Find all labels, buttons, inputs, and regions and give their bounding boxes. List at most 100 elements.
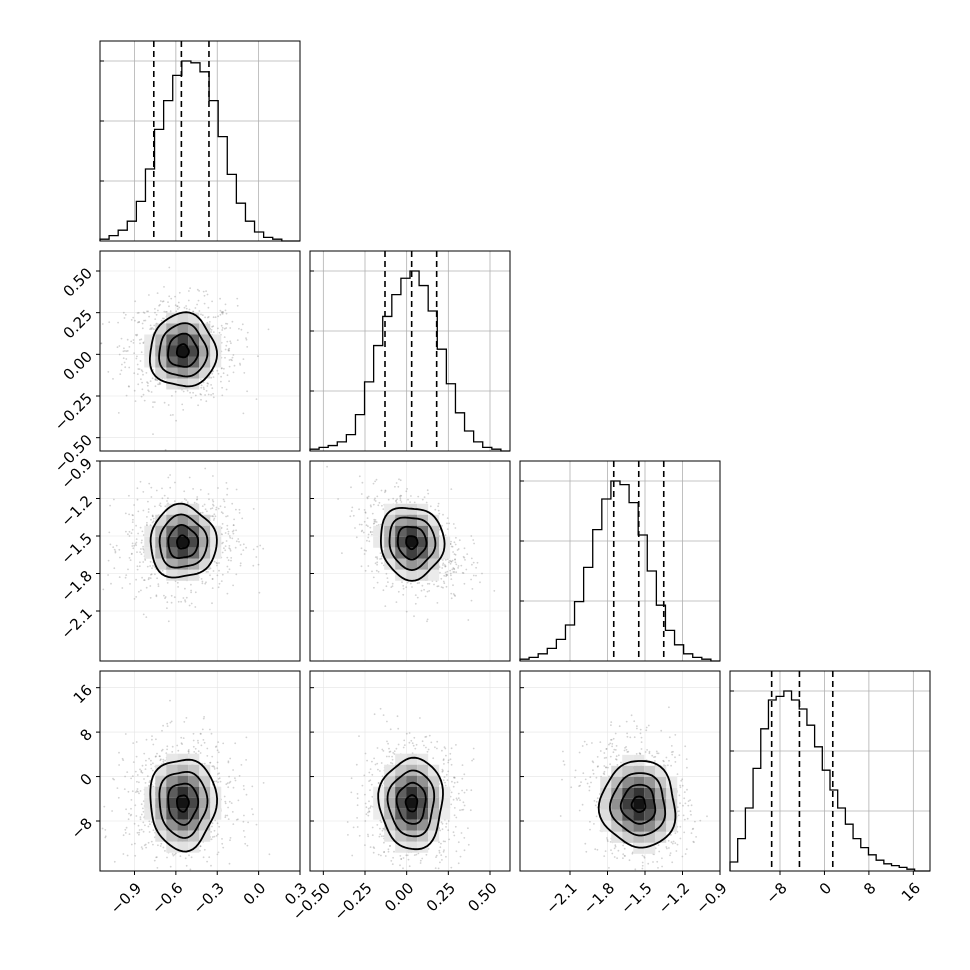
- sample-point: [225, 482, 228, 484]
- sample-point: [450, 560, 453, 563]
- sample-point: [380, 762, 383, 764]
- sample-point: [461, 809, 463, 811]
- sample-point: [389, 728, 392, 731]
- sample-point: [147, 825, 150, 828]
- sample-point: [125, 530, 127, 533]
- sample-point: [389, 750, 392, 753]
- sample-point: [219, 505, 222, 508]
- sample-point: [390, 761, 392, 764]
- sample-point: [360, 493, 363, 495]
- sample-point: [154, 378, 157, 380]
- sample-point: [217, 778, 220, 780]
- sample-point: [118, 764, 120, 766]
- sample-point: [135, 755, 138, 758]
- sample-point: [187, 751, 190, 753]
- sample-point: [365, 524, 368, 527]
- sample-point: [224, 506, 226, 508]
- sample-point: [164, 505, 167, 508]
- sample-point: [385, 585, 388, 588]
- sample-point: [252, 564, 255, 567]
- sample-point: [140, 828, 143, 831]
- sample-point: [453, 541, 456, 544]
- sample-point: [161, 317, 164, 320]
- sample-point: [461, 789, 463, 792]
- sample-point: [192, 739, 195, 742]
- sample-point: [122, 357, 125, 360]
- sample-point: [197, 299, 200, 302]
- sample-point: [223, 336, 226, 338]
- sample-point: [450, 574, 452, 577]
- sample-point: [452, 798, 455, 801]
- sample-point: [454, 561, 457, 564]
- sample-point: [243, 836, 246, 838]
- sample-point: [434, 867, 437, 869]
- sample-point: [171, 745, 174, 748]
- sample-point: [243, 788, 245, 791]
- sample-point: [147, 578, 150, 581]
- sample-point: [401, 581, 403, 583]
- sample-point: [127, 494, 130, 497]
- sample-point: [117, 796, 120, 799]
- sample-point: [189, 287, 192, 290]
- sample-point: [176, 744, 179, 747]
- sample-point: [134, 804, 137, 807]
- sample-point: [461, 764, 464, 766]
- sample-point: [151, 567, 153, 570]
- sample-point: [440, 577, 443, 580]
- sample-point: [215, 745, 218, 748]
- sample-point: [190, 396, 193, 399]
- sample-point: [375, 521, 378, 523]
- sample-point: [444, 784, 447, 787]
- sample-point: [136, 333, 139, 336]
- density-cell: [199, 536, 211, 548]
- sample-point: [132, 339, 135, 341]
- sample-point: [451, 780, 453, 783]
- sample-point: [389, 845, 391, 847]
- sample-point: [390, 860, 393, 862]
- sample-point: [425, 501, 428, 504]
- sample-point: [669, 854, 671, 857]
- sample-point: [222, 311, 224, 314]
- sample-point: [163, 286, 165, 288]
- density-cell: [406, 514, 418, 526]
- sample-point: [350, 486, 352, 489]
- sample-point: [447, 770, 450, 773]
- sample-point: [158, 504, 161, 506]
- sample-point: [268, 853, 271, 856]
- sample-point: [228, 775, 231, 778]
- sample-point: [221, 551, 224, 554]
- sample-point: [230, 557, 233, 559]
- sample-point: [128, 557, 131, 559]
- sample-point: [442, 562, 445, 565]
- sample-point: [234, 546, 237, 549]
- sample-point: [169, 414, 172, 416]
- sample-point: [456, 549, 459, 551]
- sample-point: [242, 549, 245, 551]
- sample-point: [444, 565, 447, 568]
- sample-point: [221, 842, 224, 845]
- sample-point: [125, 574, 128, 576]
- sample-point: [153, 859, 156, 862]
- sample-point: [133, 372, 136, 375]
- sample-point: [212, 515, 214, 518]
- sample-point: [156, 752, 158, 755]
- sample-point: [445, 822, 448, 825]
- sample-point: [148, 820, 151, 823]
- sample-point: [158, 755, 161, 758]
- sample-point: [146, 310, 148, 313]
- sample-point: [162, 300, 165, 303]
- sample-point: [448, 838, 451, 841]
- sample-point: [209, 761, 212, 764]
- sample-point: [437, 509, 440, 512]
- sample-point: [142, 373, 144, 376]
- sample-point: [152, 843, 154, 846]
- sample-point: [143, 752, 146, 755]
- sample-point: [452, 831, 455, 834]
- sample-point: [413, 736, 416, 739]
- sample-point: [124, 366, 127, 369]
- sample-point: [226, 487, 229, 490]
- sample-point: [205, 290, 208, 292]
- sample-point: [203, 503, 206, 506]
- sample-point: [209, 574, 211, 577]
- sample-point: [453, 814, 456, 817]
